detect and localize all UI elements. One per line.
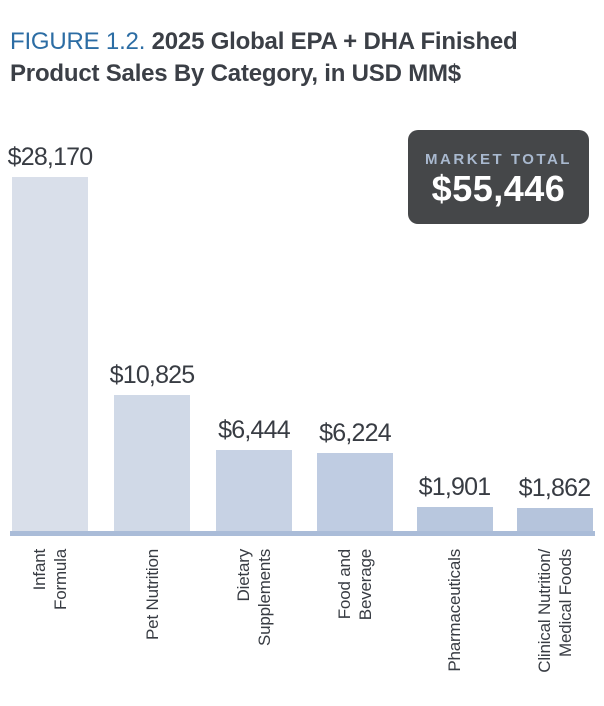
category-label-4: Food and Beverage bbox=[335, 549, 375, 621]
market-total-value: $55,446 bbox=[431, 168, 566, 209]
market-total-badge: MARKET TOTAL $55,446 bbox=[408, 130, 589, 224]
category-label-2: Pet Nutrition bbox=[142, 549, 162, 640]
figure-title-text: 2025 Global EPA + DHA Finished Product S… bbox=[10, 28, 518, 87]
category-label-6: Clinical Nutrition/ Medical Foods bbox=[534, 549, 575, 673]
bar-4 bbox=[317, 453, 393, 531]
bar-value-label-5: $1,901 bbox=[418, 473, 491, 501]
figure-number-label: FIGURE 1.2. bbox=[10, 28, 146, 55]
figure-title: FIGURE 1.2. 2025 Global EPA + DHA Finish… bbox=[10, 26, 570, 90]
bar-5 bbox=[416, 507, 493, 531]
category-label-5: Pharmaceuticals bbox=[445, 549, 464, 672]
bar-value-label-1: $28,170 bbox=[7, 143, 94, 171]
bar-value-label-4: $6,224 bbox=[319, 419, 391, 447]
bar-6 bbox=[516, 508, 593, 531]
category-label-1: Infant Formula bbox=[30, 549, 70, 610]
category-label-3: Dietary Supplements bbox=[234, 549, 274, 647]
bar-value-label-3: $6,444 bbox=[218, 416, 290, 444]
bar-value-label-2: $10,825 bbox=[109, 361, 196, 389]
bar-1 bbox=[12, 177, 88, 531]
bar-2 bbox=[114, 395, 190, 531]
bar-3 bbox=[216, 450, 292, 531]
market-total-label: MARKET TOTAL bbox=[425, 151, 572, 168]
bar-value-label-6: $1,862 bbox=[518, 474, 591, 502]
x-axis-baseline bbox=[10, 531, 595, 536]
